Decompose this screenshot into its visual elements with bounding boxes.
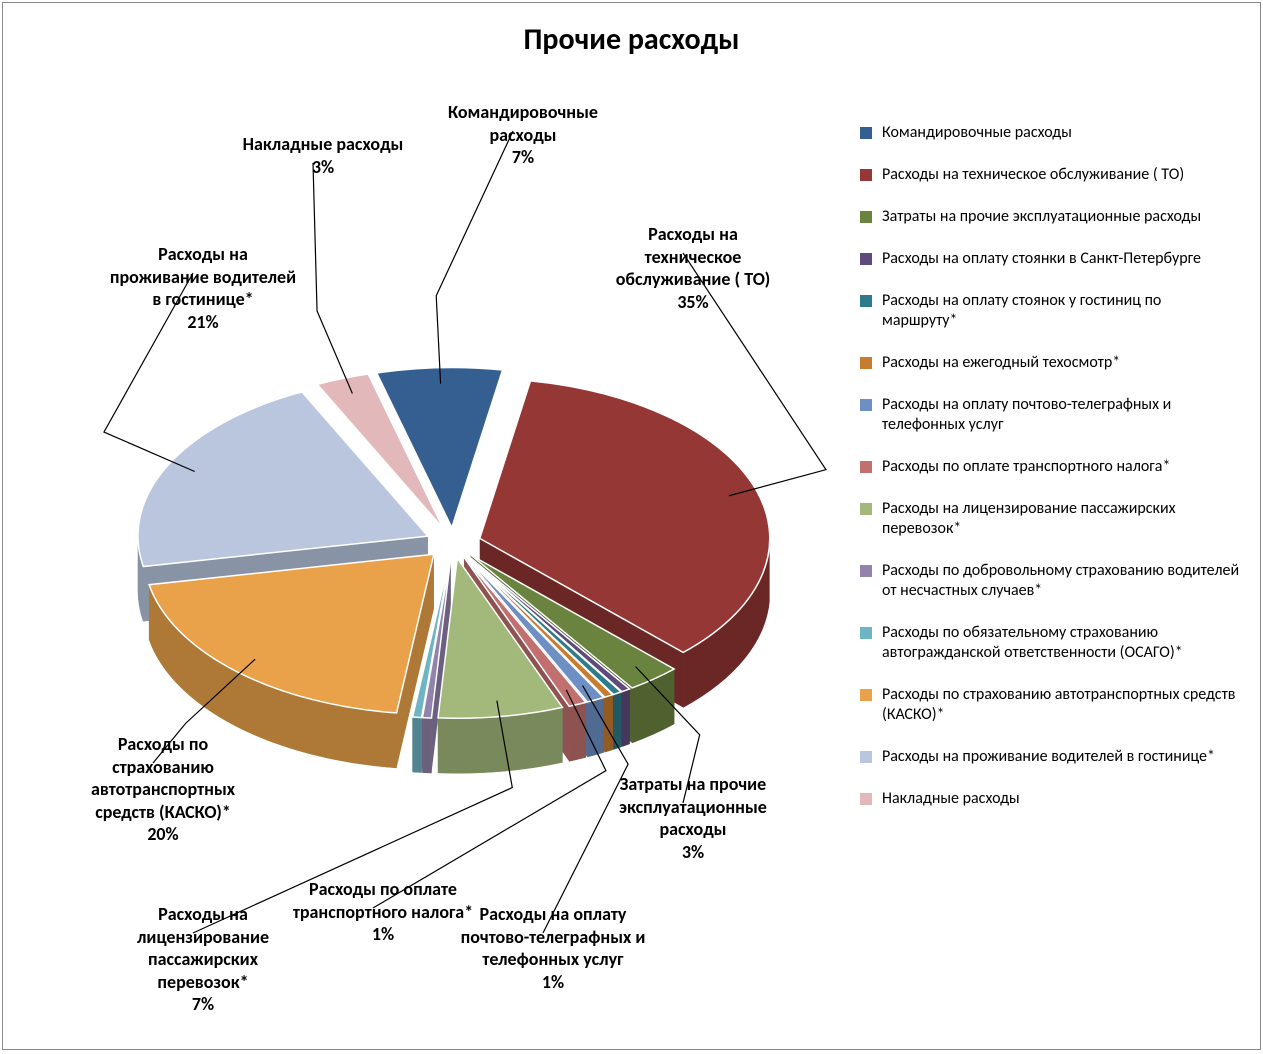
- legend-label: Расходы по оплате транспортного налога*: [882, 457, 1240, 477]
- legend-label: Расходы на лицензирование пассажирских п…: [882, 499, 1240, 539]
- legend-item: Расходы по страхованию автотранспортных …: [860, 685, 1240, 725]
- callout-label: Командировочные расходы 7%: [413, 101, 633, 169]
- chart-title: Прочие расходы: [3, 21, 1260, 58]
- legend-label: Расходы по страхованию автотранспортных …: [882, 685, 1240, 725]
- callout-label: Расходы на техническое обслуживание ( ТО…: [583, 223, 803, 313]
- legend-label: Расходы на оплату стоянки в Санкт-Петерб…: [882, 249, 1240, 269]
- legend-item: Расходы на оплату стоянок у гостиниц по …: [860, 291, 1240, 331]
- legend-swatch: [860, 627, 872, 639]
- legend-item: Расходы на оплату почтово-телеграфных и …: [860, 395, 1240, 435]
- callout-leader: [436, 131, 513, 384]
- legend-item: Затраты на прочие эксплуатационные расхо…: [860, 207, 1240, 227]
- legend-item: Расходы по оплате транспортного налога*: [860, 457, 1240, 477]
- callout-label: Накладные расходы 3%: [213, 133, 433, 178]
- legend-item: Расходы по обязательному страхованию авт…: [860, 623, 1240, 663]
- legend-item: Накладные расходы: [860, 789, 1240, 809]
- legend-label: Расходы по обязательному страхованию авт…: [882, 623, 1240, 663]
- legend-label: Расходы на техническое обслуживание ( ТО…: [882, 165, 1240, 185]
- legend-swatch: [860, 461, 872, 473]
- legend-item: Расходы на лицензирование пассажирских п…: [860, 499, 1240, 539]
- legend-item: Расходы на оплату стоянки в Санкт-Петерб…: [860, 249, 1240, 269]
- callout-label: Расходы на проживание водителей в гостин…: [93, 243, 313, 333]
- legend-label: Расходы на ежегодный техосмотр*: [882, 353, 1240, 373]
- legend-label: Накладные расходы: [882, 789, 1240, 809]
- callout-label: Расходы по страхованию автотранспортных …: [53, 733, 273, 846]
- callout-label: Затраты на прочие эксплуатационные расхо…: [583, 773, 803, 863]
- callout-label: Расходы на лицензирование пассажирских п…: [93, 903, 313, 1016]
- legend-label: Расходы на оплату стоянок у гостиниц по …: [882, 291, 1240, 331]
- pie-chart: Командировочные расходы 7% Расходы на тех…: [23, 73, 843, 1033]
- legend-swatch: [860, 357, 872, 369]
- legend-swatch: [860, 689, 872, 701]
- legend-item: Расходы на проживание водителей в гостин…: [860, 747, 1240, 767]
- legend-item: Расходы по добровольному страхованию вод…: [860, 561, 1240, 601]
- legend-label: Командировочные расходы: [882, 123, 1240, 143]
- legend-item: Командировочные расходы: [860, 123, 1240, 143]
- callout-leader: [313, 163, 352, 394]
- legend-label: Расходы на проживание водителей в гостин…: [882, 747, 1240, 767]
- legend-label: Расходы на оплату почтово-телеграфных и …: [882, 395, 1240, 435]
- legend-swatch: [860, 751, 872, 763]
- legend-label: Расходы по добровольному страхованию вод…: [882, 561, 1240, 601]
- legend-swatch: [860, 793, 872, 805]
- chart-frame: Прочие расходы Командировочные расходы 7…: [2, 2, 1261, 1050]
- legend-swatch: [860, 399, 872, 411]
- legend-swatch: [860, 565, 872, 577]
- legend-label: Затраты на прочие эксплуатационные расхо…: [882, 207, 1240, 227]
- legend-swatch: [860, 169, 872, 181]
- legend-item: Расходы на ежегодный техосмотр*: [860, 353, 1240, 373]
- chart-legend: Командировочные расходы Расходы на технич…: [860, 123, 1240, 831]
- legend-swatch: [860, 253, 872, 265]
- legend-item: Расходы на техническое обслуживание ( ТО…: [860, 165, 1240, 185]
- legend-swatch: [860, 503, 872, 515]
- legend-swatch: [860, 127, 872, 139]
- legend-swatch: [860, 211, 872, 223]
- legend-swatch: [860, 295, 872, 307]
